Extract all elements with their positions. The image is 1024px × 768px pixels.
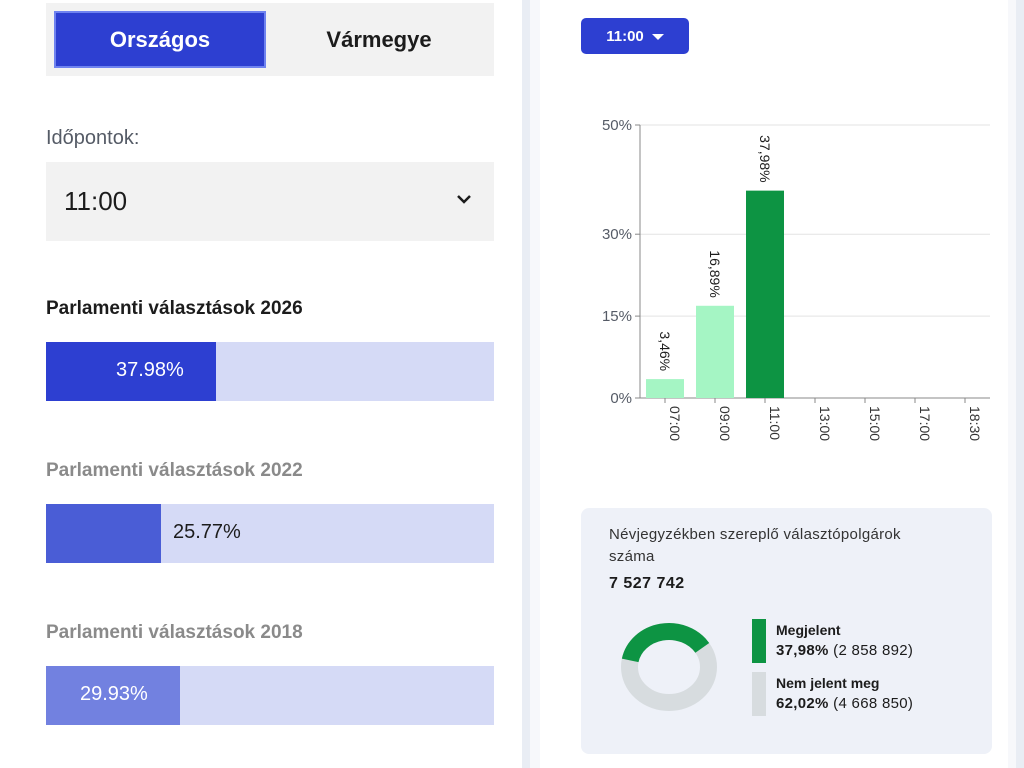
x-tick-label: 18:30 bbox=[967, 406, 983, 441]
absent-value: 62,02% (4 668 850) bbox=[776, 695, 913, 712]
election-2018-value: 29.93% bbox=[80, 683, 148, 705]
election-2026-bar: 37.98% bbox=[46, 342, 494, 401]
registered-voters-label: Névjegyzékben szereplő választópolgárok … bbox=[609, 526, 901, 565]
scope-tabs: Országos Vármegye bbox=[46, 3, 494, 76]
turnout-bar-chart: 0% 15% 30% 50% 07:00 3,46% 09:00 16,89% 11:00 37,… bbox=[602, 117, 990, 441]
time-select-value: 11:00 bbox=[64, 186, 128, 216]
x-tick-label: 17:00 bbox=[917, 406, 933, 441]
bar-11:00 bbox=[746, 190, 784, 398]
election-2018-bar-fill bbox=[46, 666, 181, 725]
right-panel: 11:00 0% 15% 30% 50% 07:00 3,46% 09:00 16,89% 11… bbox=[530, 0, 1016, 768]
election-2022-value: 25.77% bbox=[173, 521, 241, 543]
election-2018-bar: 29.93% bbox=[46, 666, 494, 725]
x-tick-label: 11:00 bbox=[767, 406, 783, 440]
time-dropdown-button[interactable]: 11:00 bbox=[581, 18, 689, 54]
y-tick-label: 0% bbox=[610, 390, 632, 407]
x-tick-label: 09:00 bbox=[717, 406, 733, 441]
election-2022-title: Parlamenti választások 2022 bbox=[46, 460, 303, 481]
left-panel: Országos Vármegye Időpontok: 11:00 Parla… bbox=[0, 0, 522, 768]
election-2026-value: 37.98% bbox=[116, 359, 184, 381]
turnout-donut bbox=[621, 623, 717, 711]
data-label-09:00: 16,89% bbox=[707, 250, 723, 297]
absent-count: (4 668 850) bbox=[833, 695, 914, 712]
data-label-07:00: 3,46% bbox=[657, 331, 673, 371]
x-tick-label: 15:00 bbox=[867, 406, 883, 441]
registered-voters-card: Névjegyzékben szereplő választópolgárok … bbox=[581, 508, 992, 754]
appeared-label: Megjelent bbox=[776, 622, 841, 638]
chevron-down-icon bbox=[457, 195, 471, 204]
absent-label: Nem jelent meg bbox=[776, 675, 880, 691]
time-select[interactable]: 11:00 bbox=[46, 162, 494, 241]
times-label: Időpontok: bbox=[46, 127, 140, 149]
absent-percent: 62,02% bbox=[776, 695, 829, 712]
turnout-panel: 11:00 0% 15% 30% 50% 07:00 3,46% 09:00 16,89% 11… bbox=[540, 0, 1008, 768]
tab-county[interactable]: Vármegye bbox=[326, 26, 432, 52]
caret-down-icon bbox=[651, 34, 664, 40]
bar-07:00 bbox=[646, 379, 684, 398]
appeared-value: 37,98% (2 858 892) bbox=[776, 642, 913, 659]
election-2022-bar-fill bbox=[46, 504, 162, 563]
absent-swatch bbox=[752, 672, 766, 716]
election-2026-bar-fill bbox=[46, 342, 217, 401]
tab-national[interactable]: Országos bbox=[56, 13, 264, 66]
election-2026-title: Parlamenti választások 2026 bbox=[46, 298, 303, 319]
appeared-swatch bbox=[752, 619, 766, 663]
y-tick-label: 50% bbox=[602, 117, 632, 134]
x-tick-label: 13:00 bbox=[817, 406, 833, 441]
appeared-count: (2 858 892) bbox=[833, 642, 914, 659]
election-2018-title: Parlamenti választások 2018 bbox=[46, 622, 303, 643]
y-tick-label: 30% bbox=[602, 226, 632, 243]
y-tick-label: 15% bbox=[602, 308, 632, 325]
election-2022-bar: 25.77% bbox=[46, 504, 494, 563]
data-label-11:00: 37,98% bbox=[757, 135, 773, 182]
time-dropdown-label: 11:00 bbox=[606, 27, 644, 45]
appeared-arc bbox=[621, 623, 710, 663]
bar-09:00 bbox=[696, 305, 734, 398]
x-tick-label: 07:00 bbox=[667, 406, 683, 441]
registered-voters-total: 7 527 742 bbox=[609, 575, 685, 592]
appeared-percent: 37,98% bbox=[776, 642, 829, 659]
